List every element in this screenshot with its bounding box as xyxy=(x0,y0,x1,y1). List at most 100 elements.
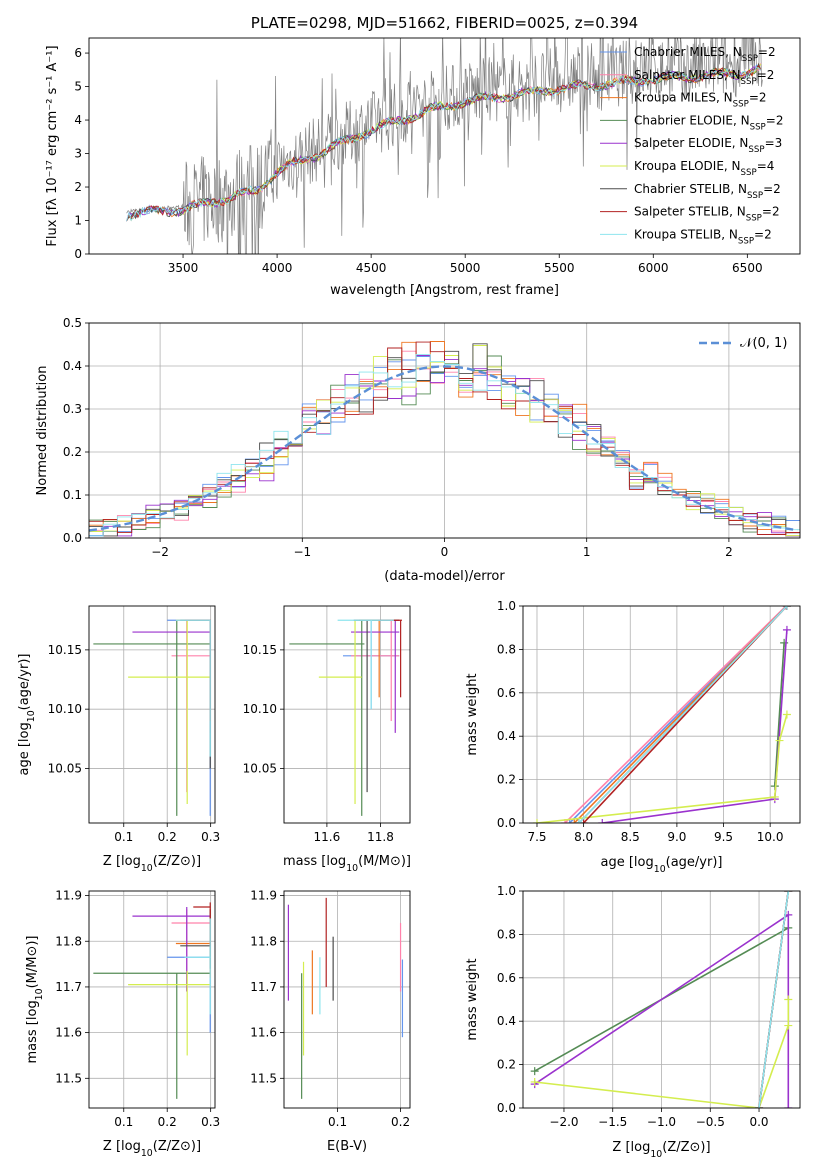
y-tick-label: 0.0 xyxy=(497,816,516,830)
age-mass-x-label: mass [log10(M/M⊙)] xyxy=(283,854,411,874)
weight-marker-4 xyxy=(782,625,791,634)
weight-z-axes-y-label: mass weight xyxy=(465,958,480,1040)
weight-marker-5 xyxy=(530,1077,539,1086)
x-tick-label: 6500 xyxy=(732,261,763,275)
y-tick-label: 11.8 xyxy=(55,934,82,948)
y-tick-label: 5 xyxy=(74,80,82,94)
y-tick-label: 1.0 xyxy=(497,599,516,613)
y-tick-label: 10.10 xyxy=(48,702,82,716)
x-tick-label: −1.0 xyxy=(647,1115,676,1129)
x-tick-label: 9.0 xyxy=(667,830,686,844)
y-tick-label: 4 xyxy=(74,113,82,127)
x-tick-label: 4500 xyxy=(356,261,387,275)
legend-label: Salpeter STELIB, NSSP=2 xyxy=(634,205,780,224)
age-z-axes: 0.1 0.2 0.3 10.05 10.10 10.15 xyxy=(48,605,220,844)
weight-z-axes-plot xyxy=(530,891,793,1108)
mass-z-axes-plot xyxy=(93,902,211,1099)
x-tick-label: 8.5 xyxy=(621,830,640,844)
x-tick-label: 0.2 xyxy=(158,1115,177,1129)
histogram-line-2 xyxy=(89,341,800,537)
legend-label: Chabrier ELODIE, NSSP=2 xyxy=(634,113,783,132)
axes-frame xyxy=(283,890,411,1109)
axes-frame xyxy=(88,605,216,824)
weight-marker-8 xyxy=(782,606,791,610)
weight-line-5 xyxy=(536,714,788,823)
y-tick-label: 0.6 xyxy=(497,971,516,985)
x-tick-label: 8.0 xyxy=(574,830,593,844)
y-tick-label: 1.0 xyxy=(497,884,516,898)
y-tick-label: 0.4 xyxy=(497,729,516,743)
y-tick-label: 0.5 xyxy=(63,316,82,330)
x-tick-label: 11.8 xyxy=(367,830,394,844)
x-tick-label: −2.0 xyxy=(549,1115,578,1129)
spectrum-legend: Chabrier MILES, NSSP=2 Salpeter MILES, NS… xyxy=(600,45,783,246)
model-line-7 xyxy=(126,65,762,222)
weight-marker-4 xyxy=(784,1104,793,1108)
axes-frame xyxy=(283,605,411,824)
axes-frame xyxy=(522,890,801,1109)
weight-marker-5 xyxy=(775,736,784,745)
mass-ebv-axes-plot xyxy=(287,897,404,1099)
weight-marker-5 xyxy=(532,819,541,823)
axes-frame xyxy=(88,322,801,539)
weight-marker-0 xyxy=(565,819,574,823)
mass-ebv-axes: 0.1 0.2 11.5 11.6 11.7 11.8 11.9 xyxy=(250,889,411,1129)
y-tick-label: 10.15 xyxy=(243,643,277,657)
weight-line-1 xyxy=(564,606,787,823)
x-tick-label: 0.1 xyxy=(328,1115,347,1129)
model-line-5 xyxy=(182,63,762,216)
y-tick-label: 3 xyxy=(74,147,82,161)
x-tick-label: 11.6 xyxy=(314,830,341,844)
weight-age-axes: 7.5 8.0 8.5 9.0 9.5 10.0 0.0 0.2 0.4 0.6 0.8 1.0 xyxy=(497,599,801,844)
weight-marker-8 xyxy=(574,819,583,823)
y-tick-label: 11.6 xyxy=(55,1026,82,1040)
x-tick-label: 5000 xyxy=(450,261,481,275)
spectrum-axes-plot xyxy=(126,38,763,254)
spectrum-x-label: wavelength [Angstrom, rest frame] xyxy=(330,283,559,298)
y-tick-label: 0.3 xyxy=(63,402,82,416)
weight-marker-8 xyxy=(755,1104,764,1108)
mass-z-y-label: mass [log10(M/M⊙)] xyxy=(25,935,45,1063)
weight-age-axes-y-label: mass weight xyxy=(465,673,480,755)
y-tick-label: 11.7 xyxy=(55,980,82,994)
x-tick-label: 6000 xyxy=(638,261,669,275)
y-tick-label: 0.4 xyxy=(497,1014,516,1028)
x-tick-label: −1.5 xyxy=(598,1115,627,1129)
weight-z-axes: −2.0 −1.5 −1.0 −0.5 0.0 0.0 0.2 0.4 0.6 0.8 1.0 xyxy=(497,884,801,1129)
y-tick-label: 1 xyxy=(74,214,82,228)
weight-line-8 xyxy=(578,606,788,823)
legend-label: Chabrier MILES, NSSP=2 xyxy=(634,45,776,64)
weight-marker-5 xyxy=(782,710,791,719)
weight-marker-5 xyxy=(784,1021,793,1030)
y-tick-label: 11.5 xyxy=(250,1071,277,1085)
weight-line-3 xyxy=(774,642,785,787)
x-tick-label: −2 xyxy=(151,545,169,559)
y-tick-label: 0.2 xyxy=(497,1058,516,1072)
x-tick-label: 0.2 xyxy=(391,1115,410,1129)
y-tick-label: 11.9 xyxy=(250,889,277,903)
x-tick-label: 0.1 xyxy=(114,830,133,844)
weight-marker-5 xyxy=(770,792,779,801)
x-tick-label: 9.5 xyxy=(714,830,733,844)
y-tick-label: 0.2 xyxy=(497,773,516,787)
weight-marker-2 xyxy=(570,819,579,823)
y-tick-label: 11.9 xyxy=(55,889,82,903)
weight-marker-8 xyxy=(784,891,793,895)
axes-frame xyxy=(88,37,801,255)
y-tick-label: 11.8 xyxy=(250,934,277,948)
spectrum-y-label: Flux [fλ 10⁻¹⁷ erg cm⁻² s⁻¹ A⁻¹] xyxy=(45,45,60,246)
residual-x-label: (data-model)/error xyxy=(384,569,505,584)
legend-label: Kroupa STELIB, NSSP=2 xyxy=(634,227,772,246)
legend-label: Chabrier STELIB, NSSP=2 xyxy=(634,182,781,201)
legend-label: Kroupa ELODIE, NSSP=4 xyxy=(634,159,774,178)
y-tick-label: 0.0 xyxy=(63,531,82,545)
x-tick-label: −1 xyxy=(293,545,311,559)
y-tick-label: 0.8 xyxy=(497,642,516,656)
x-tick-label: 1 xyxy=(583,545,591,559)
x-tick-label: 3500 xyxy=(168,261,199,275)
x-tick-label: 0.3 xyxy=(201,1115,220,1129)
x-tick-label: −0.5 xyxy=(696,1115,725,1129)
weight-line-8 xyxy=(758,891,790,1108)
weight-z-axes-x-label: Z [log10(Z/Z⊙)] xyxy=(612,1140,710,1160)
